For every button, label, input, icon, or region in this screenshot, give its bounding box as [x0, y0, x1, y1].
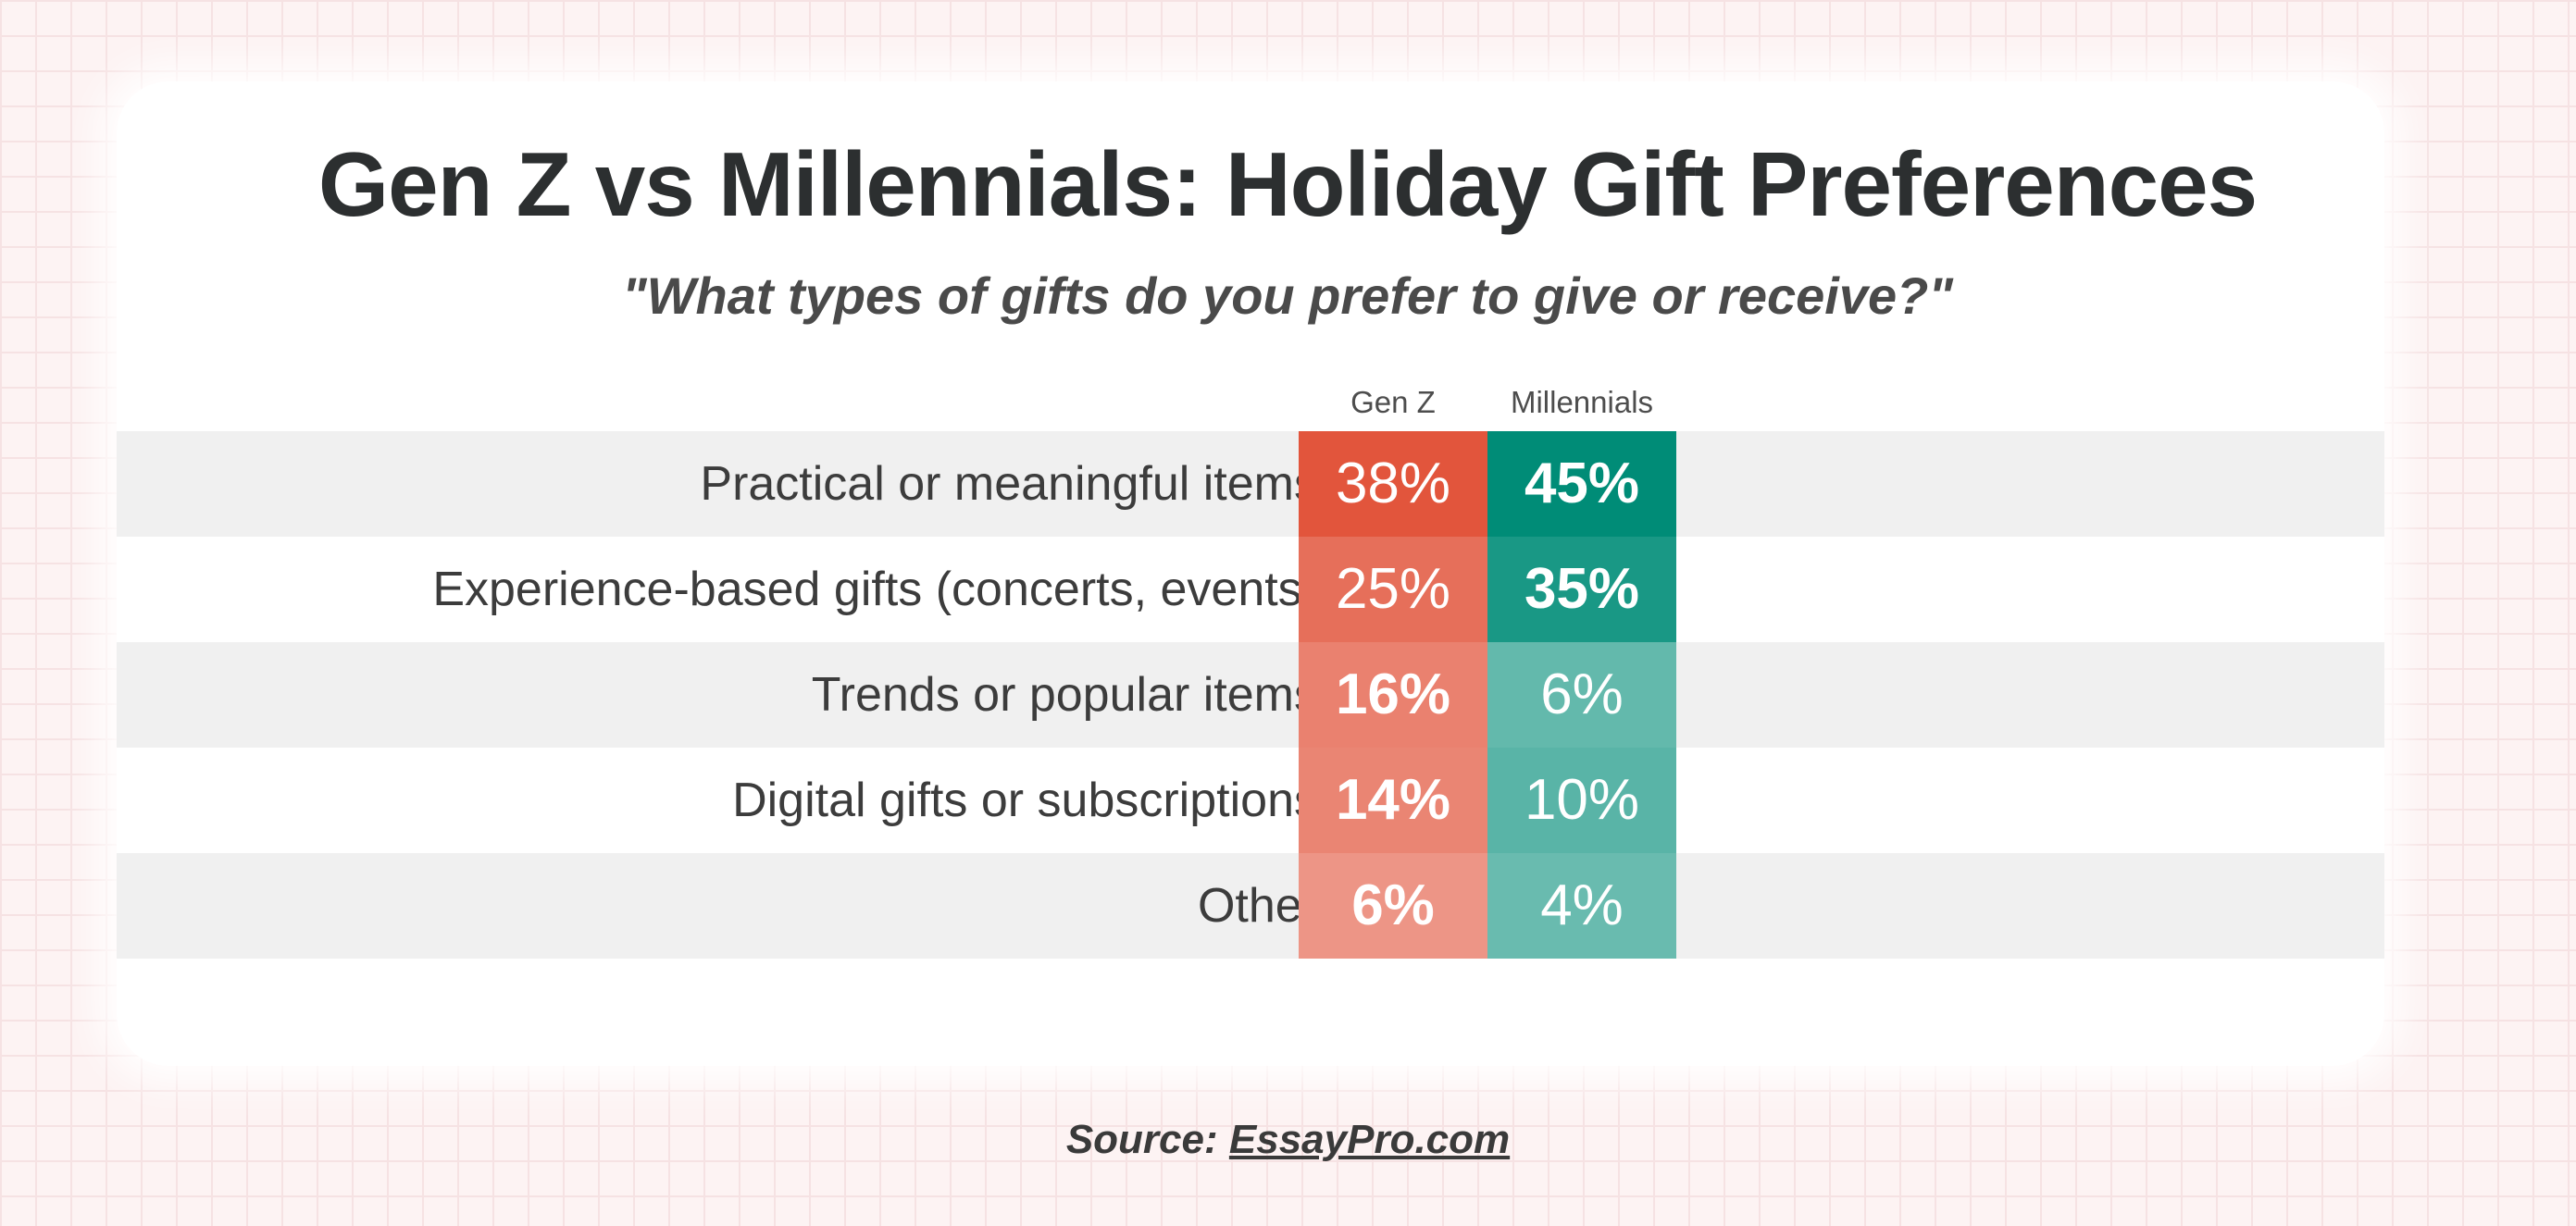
row-label: Experience-based gifts (concerts, events… — [432, 563, 1318, 616]
source-prefix: Source: — [1065, 1117, 1229, 1162]
gen-z-value-cell: 25% — [1299, 537, 1487, 642]
chart-title: Gen Z vs Millennials: Holiday Gift Prefe… — [317, 133, 2258, 235]
millennials-value-cell: 45% — [1487, 431, 1676, 537]
row-label: Other — [1197, 879, 1318, 933]
column-header-millennials: Millennials — [1510, 385, 1654, 419]
row-label: Digital gifts or subscriptions — [732, 774, 1318, 827]
gen-z-value-cell: 14% — [1299, 748, 1487, 853]
millennials-value-cell: 35% — [1487, 537, 1676, 642]
column-header-gen-z: Gen Z — [1350, 385, 1436, 419]
row-label: Practical or meaningful items — [700, 457, 1318, 511]
millennials-value-cell: 6% — [1487, 642, 1676, 748]
millennials-value-cell: 4% — [1487, 853, 1676, 959]
source-link[interactable]: EssayPro.com — [1228, 1117, 1511, 1162]
chart-subtitle: "What types of gifts do you prefer to gi… — [622, 266, 1953, 325]
millennials-value-cell: 10% — [1487, 748, 1676, 853]
table-row: Digital gifts or subscriptions 14% 10% — [117, 748, 2384, 853]
gen-z-value-cell: 6% — [1299, 853, 1487, 959]
gen-z-value-cell: 38% — [1299, 431, 1487, 537]
row-label: Trends or popular items — [811, 668, 1318, 722]
table-row: Trends or popular items 16% 6% — [117, 642, 2384, 748]
table-row: Practical or meaningful items 38% 45% — [117, 431, 2384, 537]
table-body: Practical or meaningful items 38% 45% Exper… — [117, 431, 2384, 959]
gen-z-value-cell: 16% — [1299, 642, 1487, 748]
table-row: Experience-based gifts (concerts, events… — [117, 537, 2384, 642]
table-row: Other 6% 4% — [117, 853, 2384, 959]
source-note: Source: EssayPro.com — [0, 1120, 2576, 1160]
